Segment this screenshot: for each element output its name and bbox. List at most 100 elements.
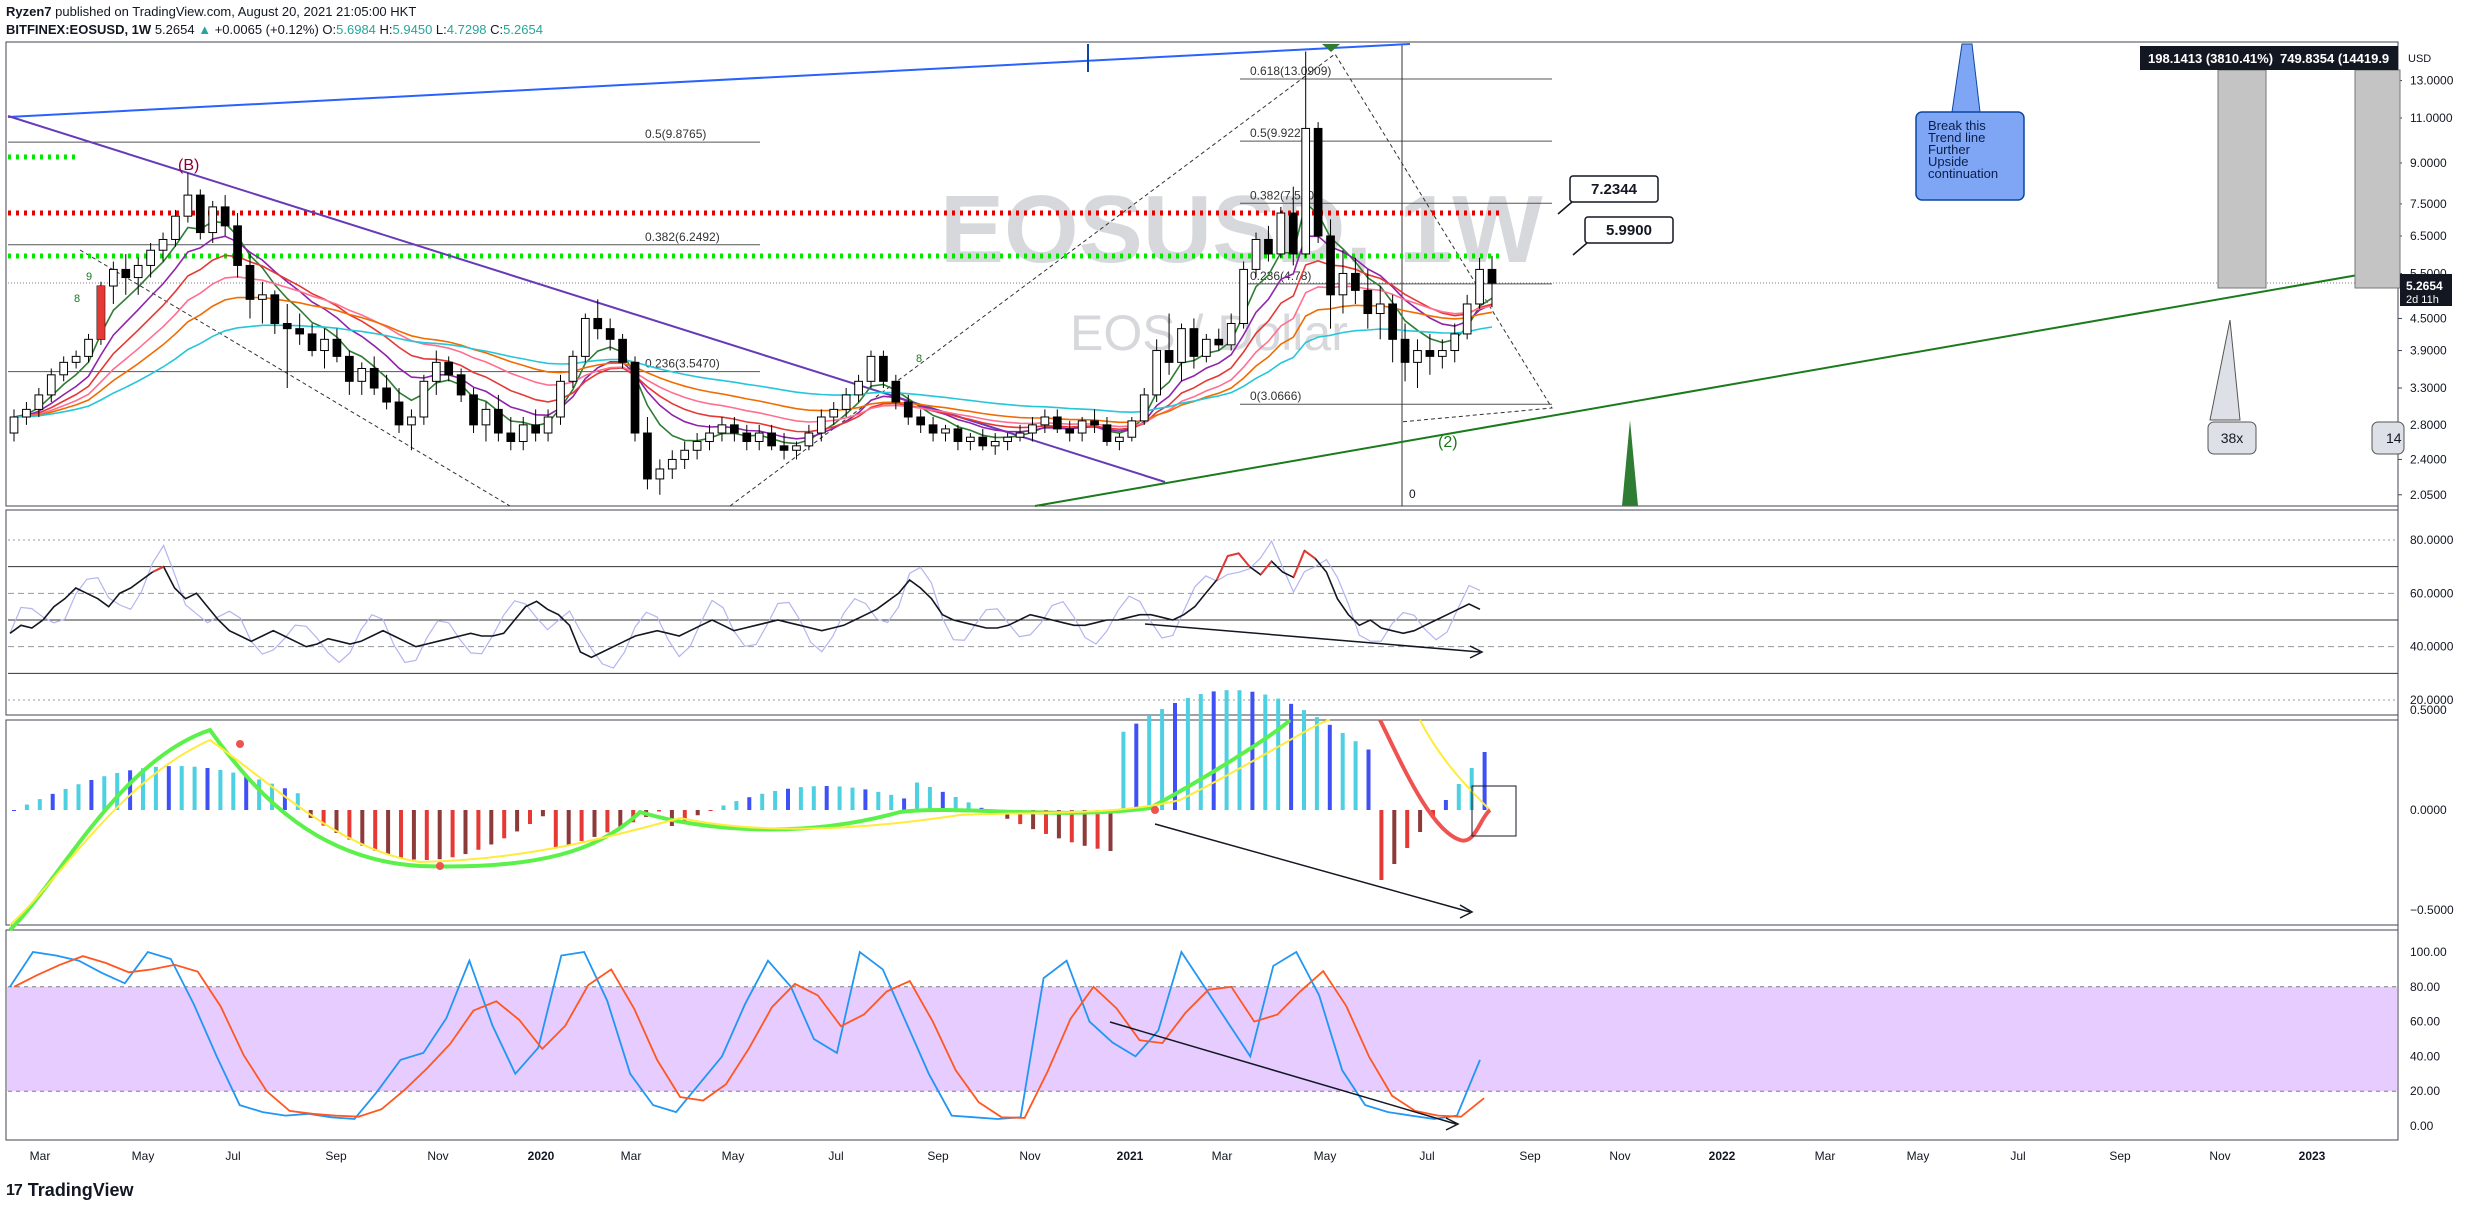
- author-name: Ryzen7: [6, 4, 52, 19]
- candle-up: [258, 294, 267, 300]
- macd-bar: [966, 802, 971, 810]
- candle-down: [916, 416, 926, 426]
- macd-bar: [128, 770, 133, 810]
- candle-down: [730, 424, 739, 434]
- candle-up: [1239, 268, 1248, 324]
- macd-bar: [76, 784, 81, 810]
- time-tick-label: Mar: [1815, 1149, 1836, 1163]
- candle-up: [1003, 436, 1012, 442]
- macd-bar: [902, 798, 907, 810]
- macd-bar: [579, 810, 584, 842]
- candle-down: [469, 394, 478, 426]
- price-tick-label: 3.9000: [2410, 344, 2447, 358]
- macd-bar: [605, 810, 610, 833]
- candle-up: [1462, 303, 1472, 335]
- macd-bar: [953, 797, 958, 810]
- candle-up: [46, 374, 56, 396]
- stoch-band: [7, 986, 2397, 1092]
- candle-up: [1028, 424, 1037, 434]
- candle-up: [1475, 268, 1484, 305]
- candle-up: [59, 361, 69, 376]
- macd-bar: [1069, 810, 1074, 843]
- candle-up: [1450, 333, 1460, 352]
- candle-up: [1152, 350, 1162, 396]
- callout-line: continuation: [1928, 166, 1998, 181]
- projection-label-box-2: [2371, 421, 2405, 455]
- candle-down: [121, 268, 131, 279]
- macd-bar: [1237, 690, 1242, 810]
- macd-highlight-box: [1471, 785, 1517, 837]
- candle-up: [407, 416, 416, 426]
- macd-cross-dot: [436, 862, 444, 870]
- fib-level-label: 0.236(3.5470): [645, 357, 720, 371]
- time-tick-label: Sep: [1519, 1149, 1541, 1163]
- candle-up: [1276, 212, 1286, 255]
- stat-box: [2140, 46, 2398, 70]
- candle-down: [978, 436, 988, 447]
- rsi-overbought-segment: [1215, 555, 1229, 581]
- time-tick-label: May: [1907, 1149, 1930, 1163]
- macd-bar: [489, 810, 494, 845]
- candle-down: [643, 432, 652, 480]
- tradingview-logo-icon: 17: [6, 1181, 23, 1199]
- macd-bar: [115, 772, 120, 810]
- macd-bar: [657, 810, 661, 812]
- candle-down: [605, 328, 615, 340]
- macd-bar: [1379, 810, 1384, 880]
- macd-bar: [553, 810, 558, 848]
- macd-bar: [231, 772, 236, 810]
- candle-up: [71, 355, 81, 363]
- macd-bar: [1224, 690, 1229, 810]
- macd-bar: [566, 810, 571, 845]
- bar-countdown: 2d 11h: [2406, 294, 2439, 306]
- macd-bar: [927, 787, 932, 810]
- macd-bar: [1211, 691, 1216, 810]
- candle-down: [282, 322, 292, 330]
- candle-down: [245, 264, 255, 300]
- close-value: 5.2654: [503, 22, 543, 37]
- macd-bar: [1263, 694, 1268, 810]
- macd-bar: [437, 810, 442, 860]
- candle-down: [1065, 428, 1075, 434]
- candle-up: [804, 432, 814, 447]
- candle-down: [1487, 268, 1497, 284]
- macd-tick-label: 0.5000: [2410, 703, 2447, 717]
- macd-bar: [618, 810, 623, 828]
- macd-bar: [1353, 741, 1358, 810]
- candle-up: [1201, 338, 1211, 357]
- macd-bar: [282, 788, 287, 810]
- macd-bar: [399, 810, 403, 858]
- candle-up: [1139, 394, 1149, 422]
- candle-down: [394, 401, 404, 426]
- candle-up: [84, 338, 93, 357]
- stoch-k-line: [9, 949, 1481, 1120]
- macd-bar: [915, 782, 919, 810]
- callout-line: Upside: [1928, 154, 1968, 169]
- stoch-tick-label: 80.00: [2410, 980, 2440, 994]
- callout-line: Further: [1928, 142, 1971, 157]
- candle-up: [481, 408, 491, 426]
- macd-bar: [811, 786, 816, 810]
- macd-tick-label: 0.0000: [2410, 803, 2447, 817]
- symbol-name[interactable]: BITFINEX:EOSUSD, 1W: [6, 22, 152, 37]
- macd-bar: [257, 779, 262, 810]
- candle-down: [1189, 328, 1199, 357]
- macd-line: [8, 718, 1292, 932]
- last-price-tag-value: 5.2654: [2406, 279, 2443, 293]
- trend-line-green: [1034, 267, 2399, 507]
- candle-up: [133, 264, 143, 279]
- macd-bar: [1147, 716, 1152, 810]
- macd-bar: [1327, 724, 1332, 810]
- macd-bar: [463, 810, 468, 855]
- level-box-pointer: [1572, 242, 1588, 256]
- ema-14-line: [13, 254, 1493, 433]
- macd-bar: [540, 810, 545, 817]
- candle-down: [891, 380, 901, 403]
- ema-9-line: [13, 235, 1493, 440]
- macd-bar: [270, 783, 274, 810]
- candle-down: [195, 194, 205, 234]
- candle-up: [9, 416, 19, 434]
- macd-bar: [1250, 691, 1255, 810]
- macd-bar: [1302, 710, 1306, 810]
